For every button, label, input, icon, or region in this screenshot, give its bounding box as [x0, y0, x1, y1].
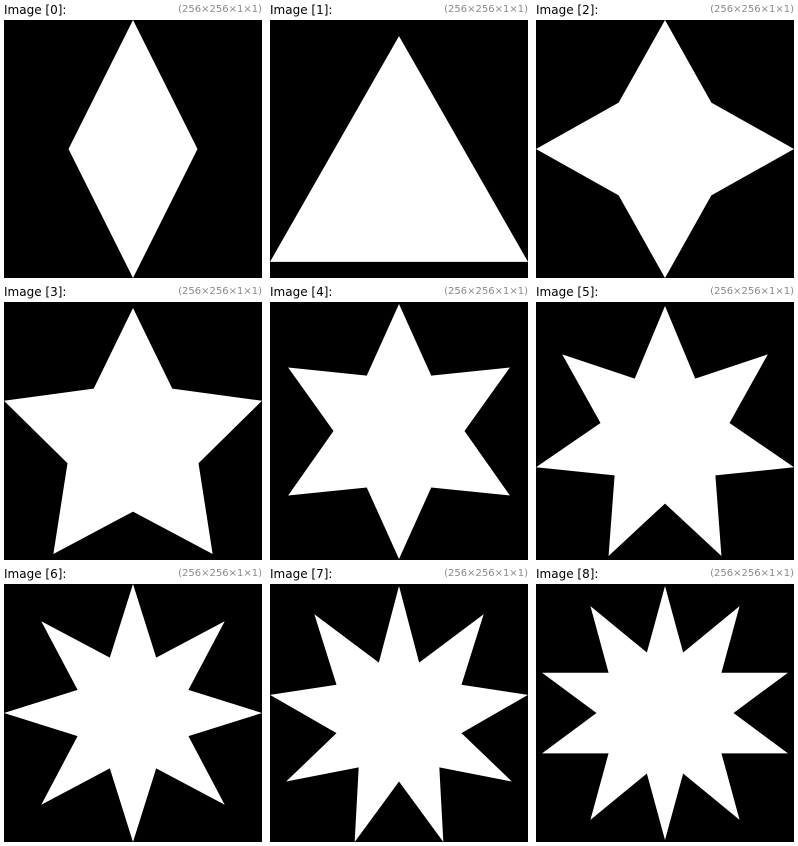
9-point-star-image: [270, 584, 528, 842]
image-cell-1: Image [1]: (256×256×1×1): [266, 0, 528, 280]
diamond-shape-image: [4, 20, 262, 278]
8-point-star-shape: [4, 584, 262, 842]
image-dims: (256×256×1×1): [178, 568, 262, 579]
image-dims: (256×256×1×1): [710, 4, 794, 15]
7-point-star-image: [536, 302, 794, 560]
10-point-star-shape: [542, 586, 788, 840]
5-point-star-shape: [4, 308, 262, 554]
4-point-star-image: [536, 20, 794, 278]
image-label: Image [0]:: [4, 3, 67, 17]
image-dims: (256×256×1×1): [178, 4, 262, 15]
image-label: Image [1]:: [270, 3, 333, 17]
image-cell-0: Image [0]: (256×256×1×1): [0, 0, 262, 280]
image-label: Image [7]:: [270, 567, 333, 581]
image-label: Image [8]:: [536, 567, 599, 581]
4-point-star-shape: [536, 20, 794, 278]
image-dims: (256×256×1×1): [444, 568, 528, 579]
image-cell-7: Image [7]: (256×256×1×1): [266, 564, 528, 844]
image-label: Image [5]:: [536, 285, 599, 299]
image-cell-8: Image [8]: (256×256×1×1): [532, 564, 794, 844]
image-dims: (256×256×1×1): [178, 286, 262, 297]
image-dims: (256×256×1×1): [444, 4, 528, 15]
8-point-star-image: [4, 584, 262, 842]
image-label: Image [2]:: [536, 3, 599, 17]
5-point-star-image: [4, 302, 262, 560]
image-cell-5: Image [5]: (256×256×1×1): [532, 282, 794, 562]
image-cell-6: Image [6]: (256×256×1×1): [0, 564, 262, 844]
image-cell-2: Image [2]: (256×256×1×1): [532, 0, 794, 280]
diamond-shape: [68, 20, 198, 278]
image-cell-4: Image [4]: (256×256×1×1): [266, 282, 528, 562]
triangle-shape-image: [270, 20, 528, 278]
6-point-star-image: [270, 302, 528, 560]
image-dims: (256×256×1×1): [444, 286, 528, 297]
6-point-star-shape: [288, 304, 510, 559]
triangle-shape: [270, 36, 528, 262]
image-dims: (256×256×1×1): [710, 286, 794, 297]
image-dims: (256×256×1×1): [710, 568, 794, 579]
9-point-star-shape: [270, 586, 528, 842]
7-point-star-shape: [536, 306, 794, 556]
image-label: Image [6]:: [4, 567, 67, 581]
10-point-star-image: [536, 584, 794, 842]
image-label: Image [4]:: [270, 285, 333, 299]
image-label: Image [3]:: [4, 285, 67, 299]
image-cell-3: Image [3]: (256×256×1×1): [0, 282, 262, 562]
